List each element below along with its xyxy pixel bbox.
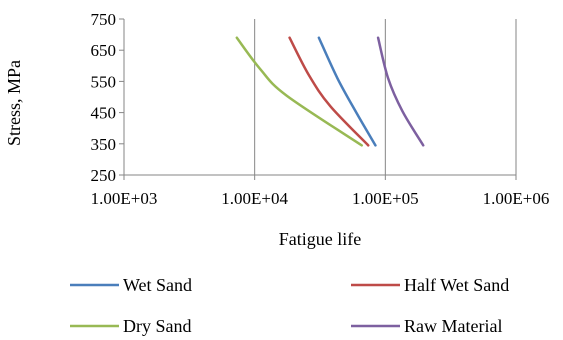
x-tick-label: 1.00E+06 <box>483 189 550 208</box>
x-tick-label: 1.00E+04 <box>221 189 288 208</box>
series-line-wet-sand <box>317 36 377 147</box>
legend-label-half-wet-sand: Half Wet Sand <box>404 275 509 295</box>
tick-labels: 250 350 450 550 650 750 1.00E+03 1.00E+04 1.00E+… <box>91 10 550 208</box>
axes <box>119 18 517 180</box>
y-axis-title: Stress, MPa <box>4 60 24 146</box>
y-tick-label: 550 <box>91 72 117 91</box>
grid-lines <box>254 19 517 175</box>
x-tick-label: 1.00E+05 <box>352 189 419 208</box>
legend-label-dry-sand: Dry Sand <box>123 316 192 336</box>
legend-label-raw-material: Raw Material <box>404 316 502 336</box>
y-tick-label: 650 <box>91 41 117 60</box>
series-line-half-wet-sand <box>288 36 370 147</box>
y-tick-label: 250 <box>91 166 117 185</box>
series-line-raw-material <box>376 36 425 147</box>
y-tick-label: 750 <box>91 10 117 29</box>
legend: Wet Sand Half Wet Sand Dry Sand Raw Materia… <box>70 275 509 336</box>
series-line-dry-sand <box>235 36 364 147</box>
series-lines <box>235 36 425 147</box>
x-axis-title: Fatigue life <box>279 229 361 249</box>
y-tick-label: 450 <box>91 104 117 123</box>
y-tick-label: 350 <box>91 135 117 154</box>
legend-label-wet-sand: Wet Sand <box>123 275 192 295</box>
x-tick-label: 1.00E+03 <box>91 189 158 208</box>
